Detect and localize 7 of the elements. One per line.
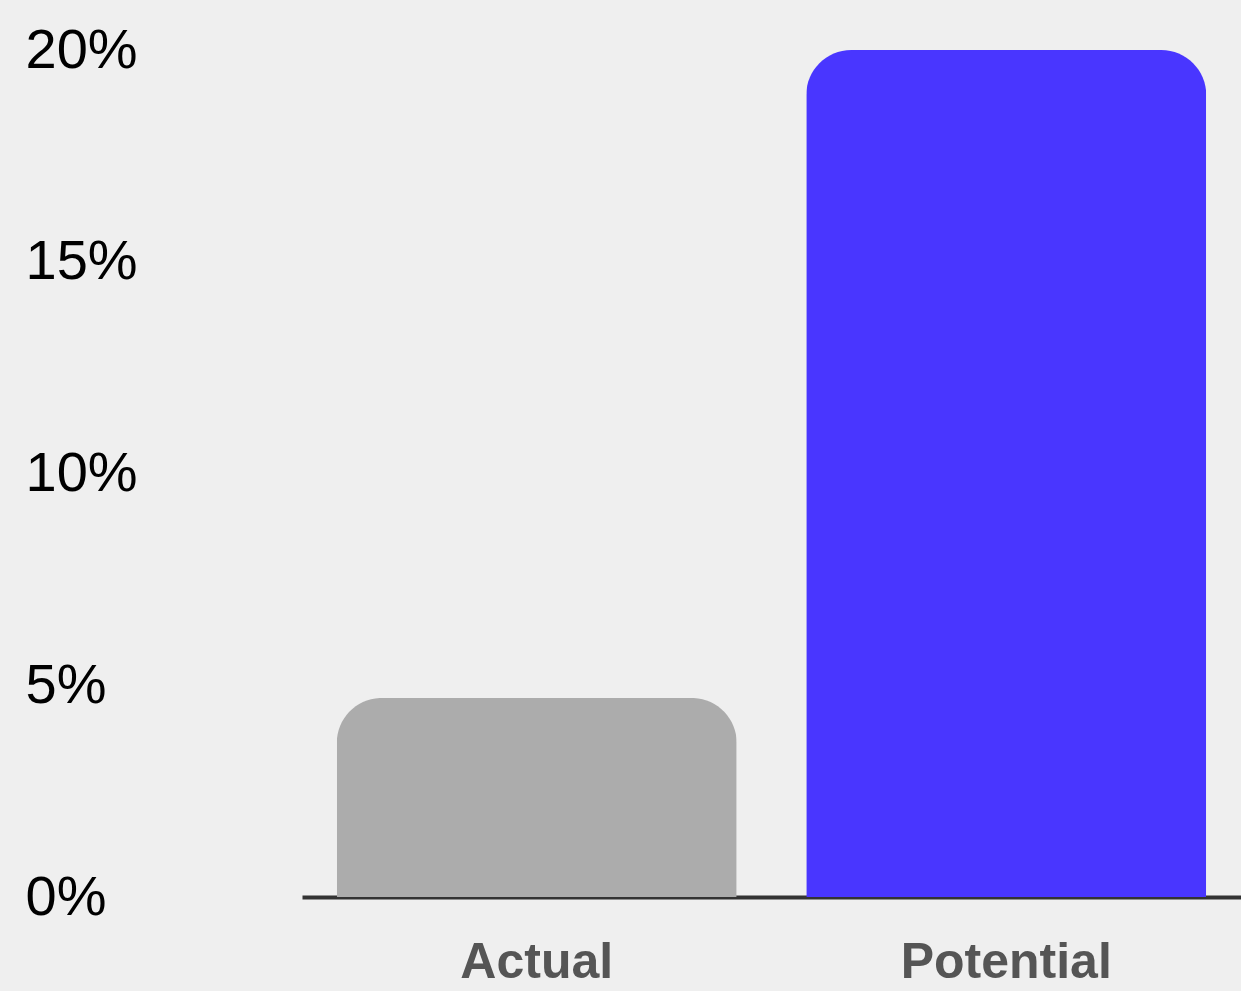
y-tick-label: 20% bbox=[25, 16, 138, 80]
y-tick-label: 5% bbox=[25, 651, 107, 715]
y-tick-label: 0% bbox=[25, 863, 107, 927]
x-tick-label: Potential bbox=[900, 932, 1112, 989]
x-tick-label: Actual bbox=[460, 932, 614, 989]
y-tick-label: 15% bbox=[25, 228, 138, 292]
y-tick-label: 10% bbox=[25, 440, 138, 503]
